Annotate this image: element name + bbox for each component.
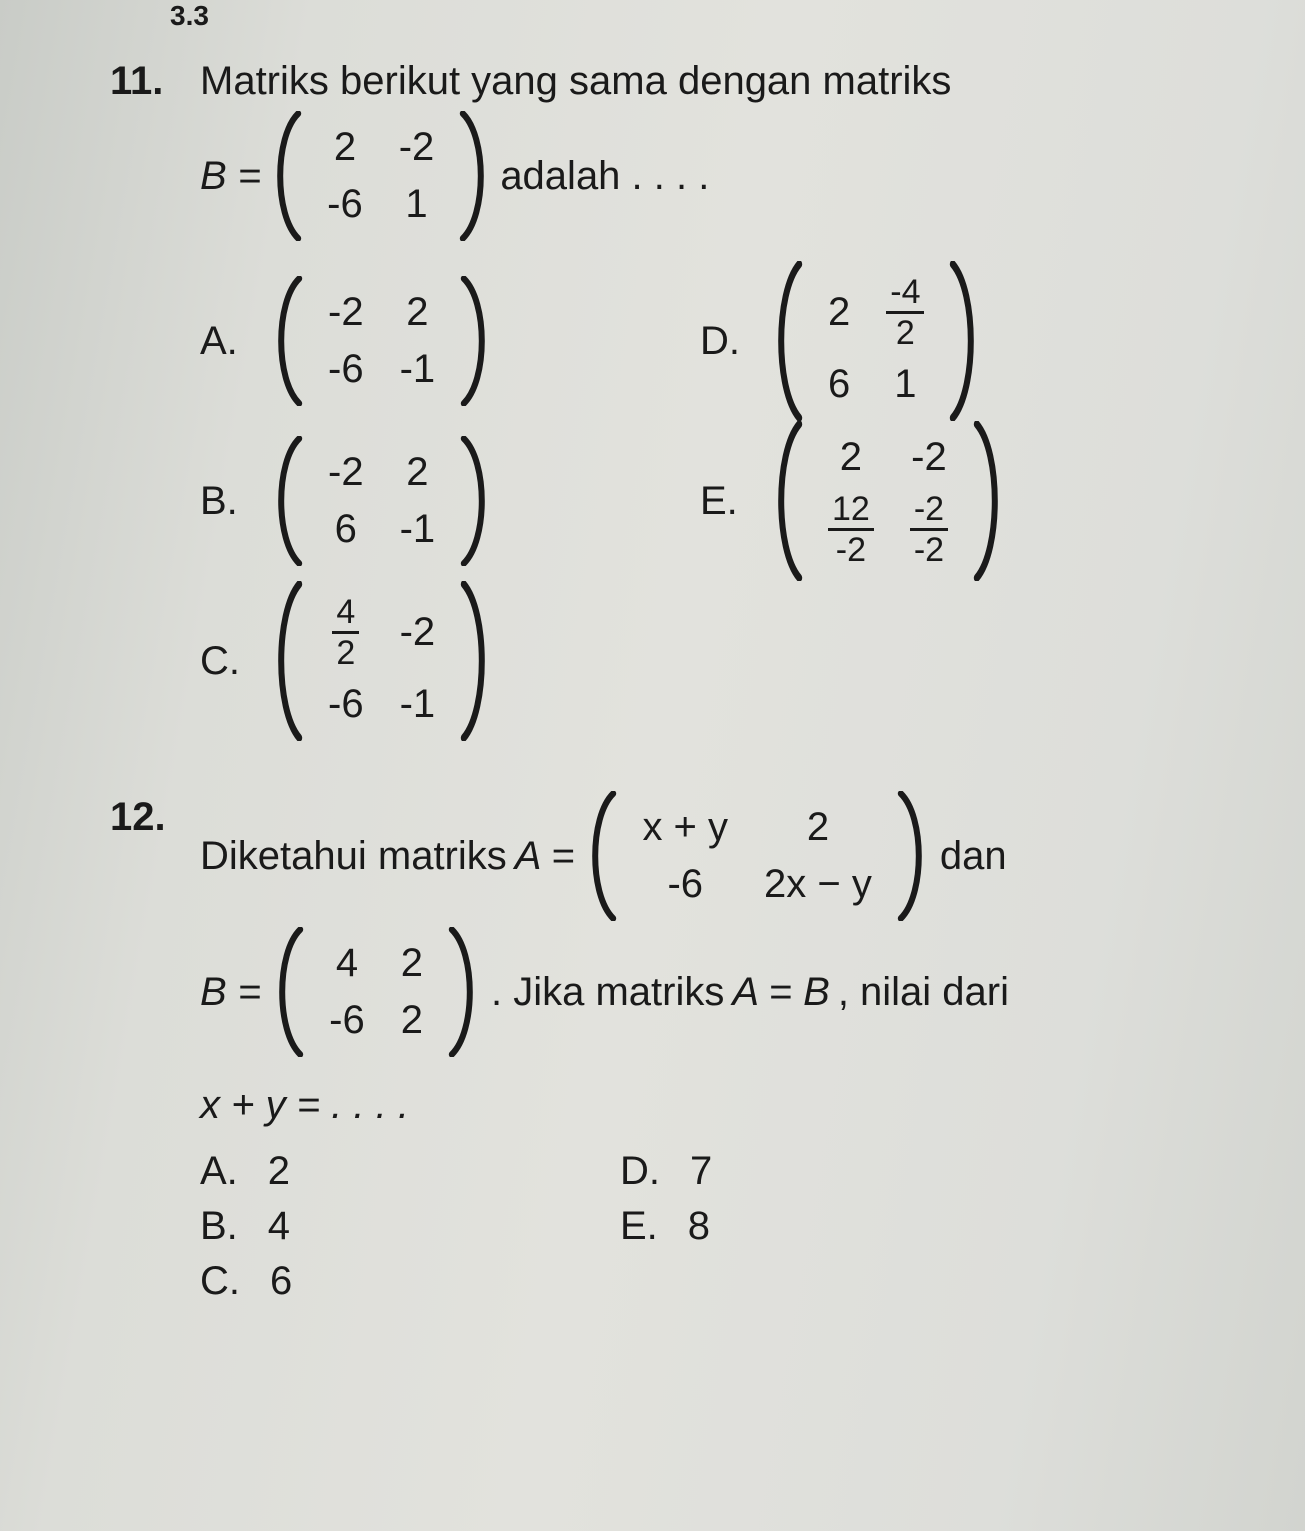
matrix-cell: 12-2 (810, 486, 892, 573)
fragment-top: 3.3 (170, 0, 209, 32)
q12-t3: A = B (732, 966, 829, 1018)
matrix-cell: 1 (868, 356, 942, 413)
question-12: 12. Diketahui matriks A = x + y2-62x − y… (110, 791, 1245, 1304)
matrix-cell: -1 (382, 501, 454, 558)
q11-option-B: B. -226-1 (200, 421, 700, 581)
matrix-cell: x + y (624, 799, 746, 856)
matrix-cell: -6 (309, 176, 381, 233)
matrix-cell: 2 (746, 799, 890, 856)
matrix-cell: -1 (382, 676, 454, 733)
matrix-cell: 2 (382, 284, 454, 341)
q12-Aeq: A = (515, 830, 575, 882)
matrix-cell: 2 (383, 992, 441, 1049)
q12-option-C: C. 6 (200, 1259, 620, 1304)
matrix-cell: 2 (383, 935, 441, 992)
page: 3.3 11. Matriks berikut yang sama dengan… (0, 0, 1305, 1531)
matrix-cell: -2 (382, 604, 454, 661)
matrix-cell: -2 (310, 444, 382, 501)
q12-option-D: D. 7 (620, 1149, 1040, 1194)
matrix-cell: -6 (310, 341, 382, 398)
matrix-cell: -2-2 (892, 486, 966, 573)
q11-option-E: E. 2-212-2-2-2 (700, 421, 1220, 581)
q11-lead: Matriks berikut yang sama dengan matriks (200, 55, 1245, 107)
matrix-cell: -42 (868, 269, 942, 356)
matrix-cell: 1 (381, 176, 453, 233)
q11-B-matrix: 2-2-61 (267, 111, 494, 241)
q12-expr: x + y = . . . . (200, 1079, 1245, 1131)
matrix-cell: 42 (310, 589, 382, 676)
q11-option-C: C. 42-2-6-1 (200, 581, 700, 741)
matrix-cell: 2x − y (746, 856, 890, 913)
q12-dan: dan (940, 830, 1007, 882)
matrix-cell: 2 (382, 444, 454, 501)
q12-Beq: B = (200, 966, 261, 1018)
q12-option-B: B. 4 (200, 1204, 620, 1249)
q12-t4: , nilai dari (838, 966, 1009, 1018)
question-11: 11. Matriks berikut yang sama dengan mat… (110, 55, 1245, 741)
q12-t1: Diketahui matriks (200, 830, 507, 882)
q12-options: A. 2 D. 7 B. 4 E. 8 (200, 1149, 1245, 1304)
q11-option-D: D. 2-4261 (700, 261, 1220, 421)
q11-option-A: A. -22-6-1 (200, 261, 700, 421)
matrix-cell: 2 (810, 429, 892, 486)
matrix-cell: 6 (310, 501, 382, 558)
matrix-cell: -6 (624, 856, 746, 913)
q11-tail: adalah . . . . (500, 150, 709, 202)
matrix-cell: -2 (310, 284, 382, 341)
q11-number: 11. (110, 55, 200, 104)
matrix-cell: -6 (310, 676, 382, 733)
matrix-cell: 6 (810, 356, 868, 413)
matrix-cell: 4 (311, 935, 383, 992)
q12-number: 12. (110, 791, 200, 840)
matrix-cell: -6 (311, 992, 383, 1049)
q11-options: A. -22-6-1 D. 2-4261 B. -226-1 E. 2-212-… (200, 261, 1245, 741)
q12-t2: . Jika matriks (491, 966, 724, 1018)
q12-A-matrix: x + y2-62x − y (582, 791, 931, 921)
matrix-cell: -2 (892, 429, 966, 486)
matrix-cell: 2 (810, 284, 868, 341)
matrix-cell: 2 (309, 119, 381, 176)
q12-option-E: E. 8 (620, 1204, 1040, 1249)
matrix-cell: -2 (381, 119, 453, 176)
matrix-cell: -1 (382, 341, 454, 398)
q12-option-A: A. 2 (200, 1149, 620, 1194)
q12-B-matrix: 42-62 (269, 927, 483, 1057)
q11-B-eq: B = (200, 150, 261, 202)
